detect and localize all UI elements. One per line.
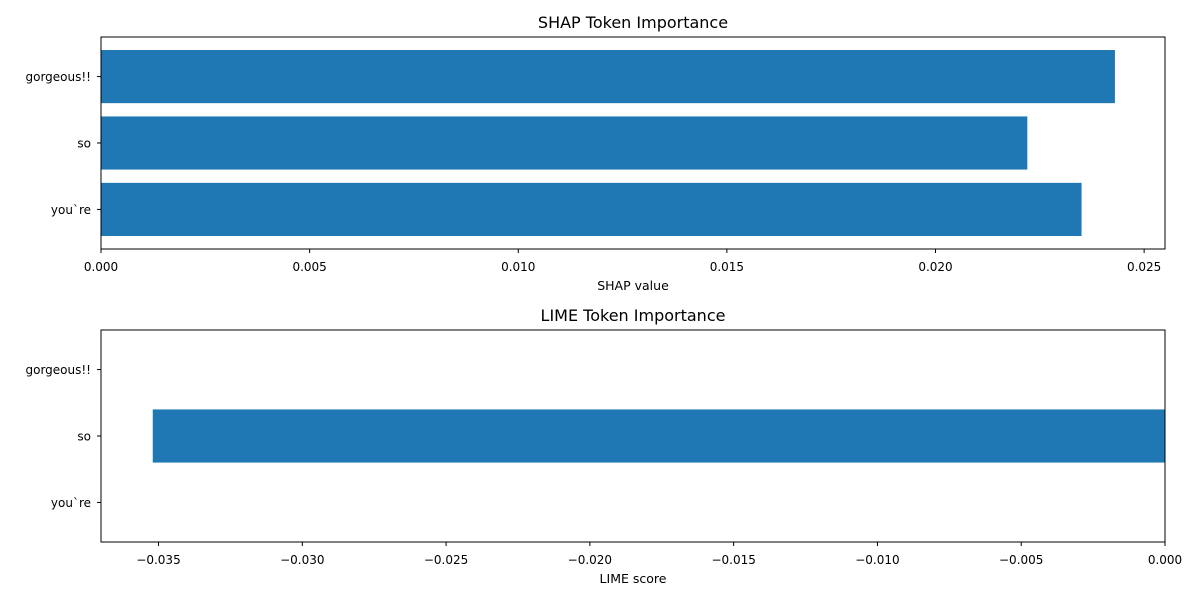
x-tick-label: −0.025: [424, 553, 468, 567]
x-tick-label: 0.025: [1127, 260, 1161, 274]
x-tick-label: 0.015: [710, 260, 744, 274]
x-tick-label: −0.015: [711, 553, 755, 567]
y-tick-label: gorgeous!!: [25, 363, 91, 377]
bar: [101, 116, 1028, 170]
x-tick-label: −0.010: [855, 553, 899, 567]
x-tick-label: 0.000: [1148, 553, 1182, 567]
x-tick-label: 0.000: [84, 260, 118, 274]
x-tick-label: −0.020: [568, 553, 612, 567]
x-tick-label: 0.005: [292, 260, 326, 274]
bar: [101, 182, 1082, 236]
y-tick-label: you`re: [51, 496, 91, 510]
x-tick-label: −0.005: [999, 553, 1043, 567]
lime-chart: LIME Token Importance gorgeous!! so you`re…: [25, 306, 1182, 586]
bar: [152, 409, 1166, 463]
y-tick-label: so: [77, 137, 91, 151]
chart-title: SHAP Token Importance: [538, 13, 728, 32]
x-tick-label: 0.010: [501, 260, 535, 274]
x-tick-label: 0.020: [918, 260, 952, 274]
x-tick-label: −0.035: [136, 553, 180, 567]
x-axis-label: LIME score: [600, 571, 667, 586]
y-tick-label: gorgeous!!: [25, 70, 91, 84]
bar: [101, 50, 1115, 104]
x-tick-label: −0.030: [280, 553, 324, 567]
x-axis-label: SHAP value: [597, 278, 669, 293]
shap-chart: SHAP Token Importance gorgeous!! so you`re…: [25, 13, 1166, 293]
y-tick-label: you`re: [51, 203, 91, 217]
y-tick-label: so: [77, 430, 91, 444]
chart-title: LIME Token Importance: [541, 306, 726, 325]
